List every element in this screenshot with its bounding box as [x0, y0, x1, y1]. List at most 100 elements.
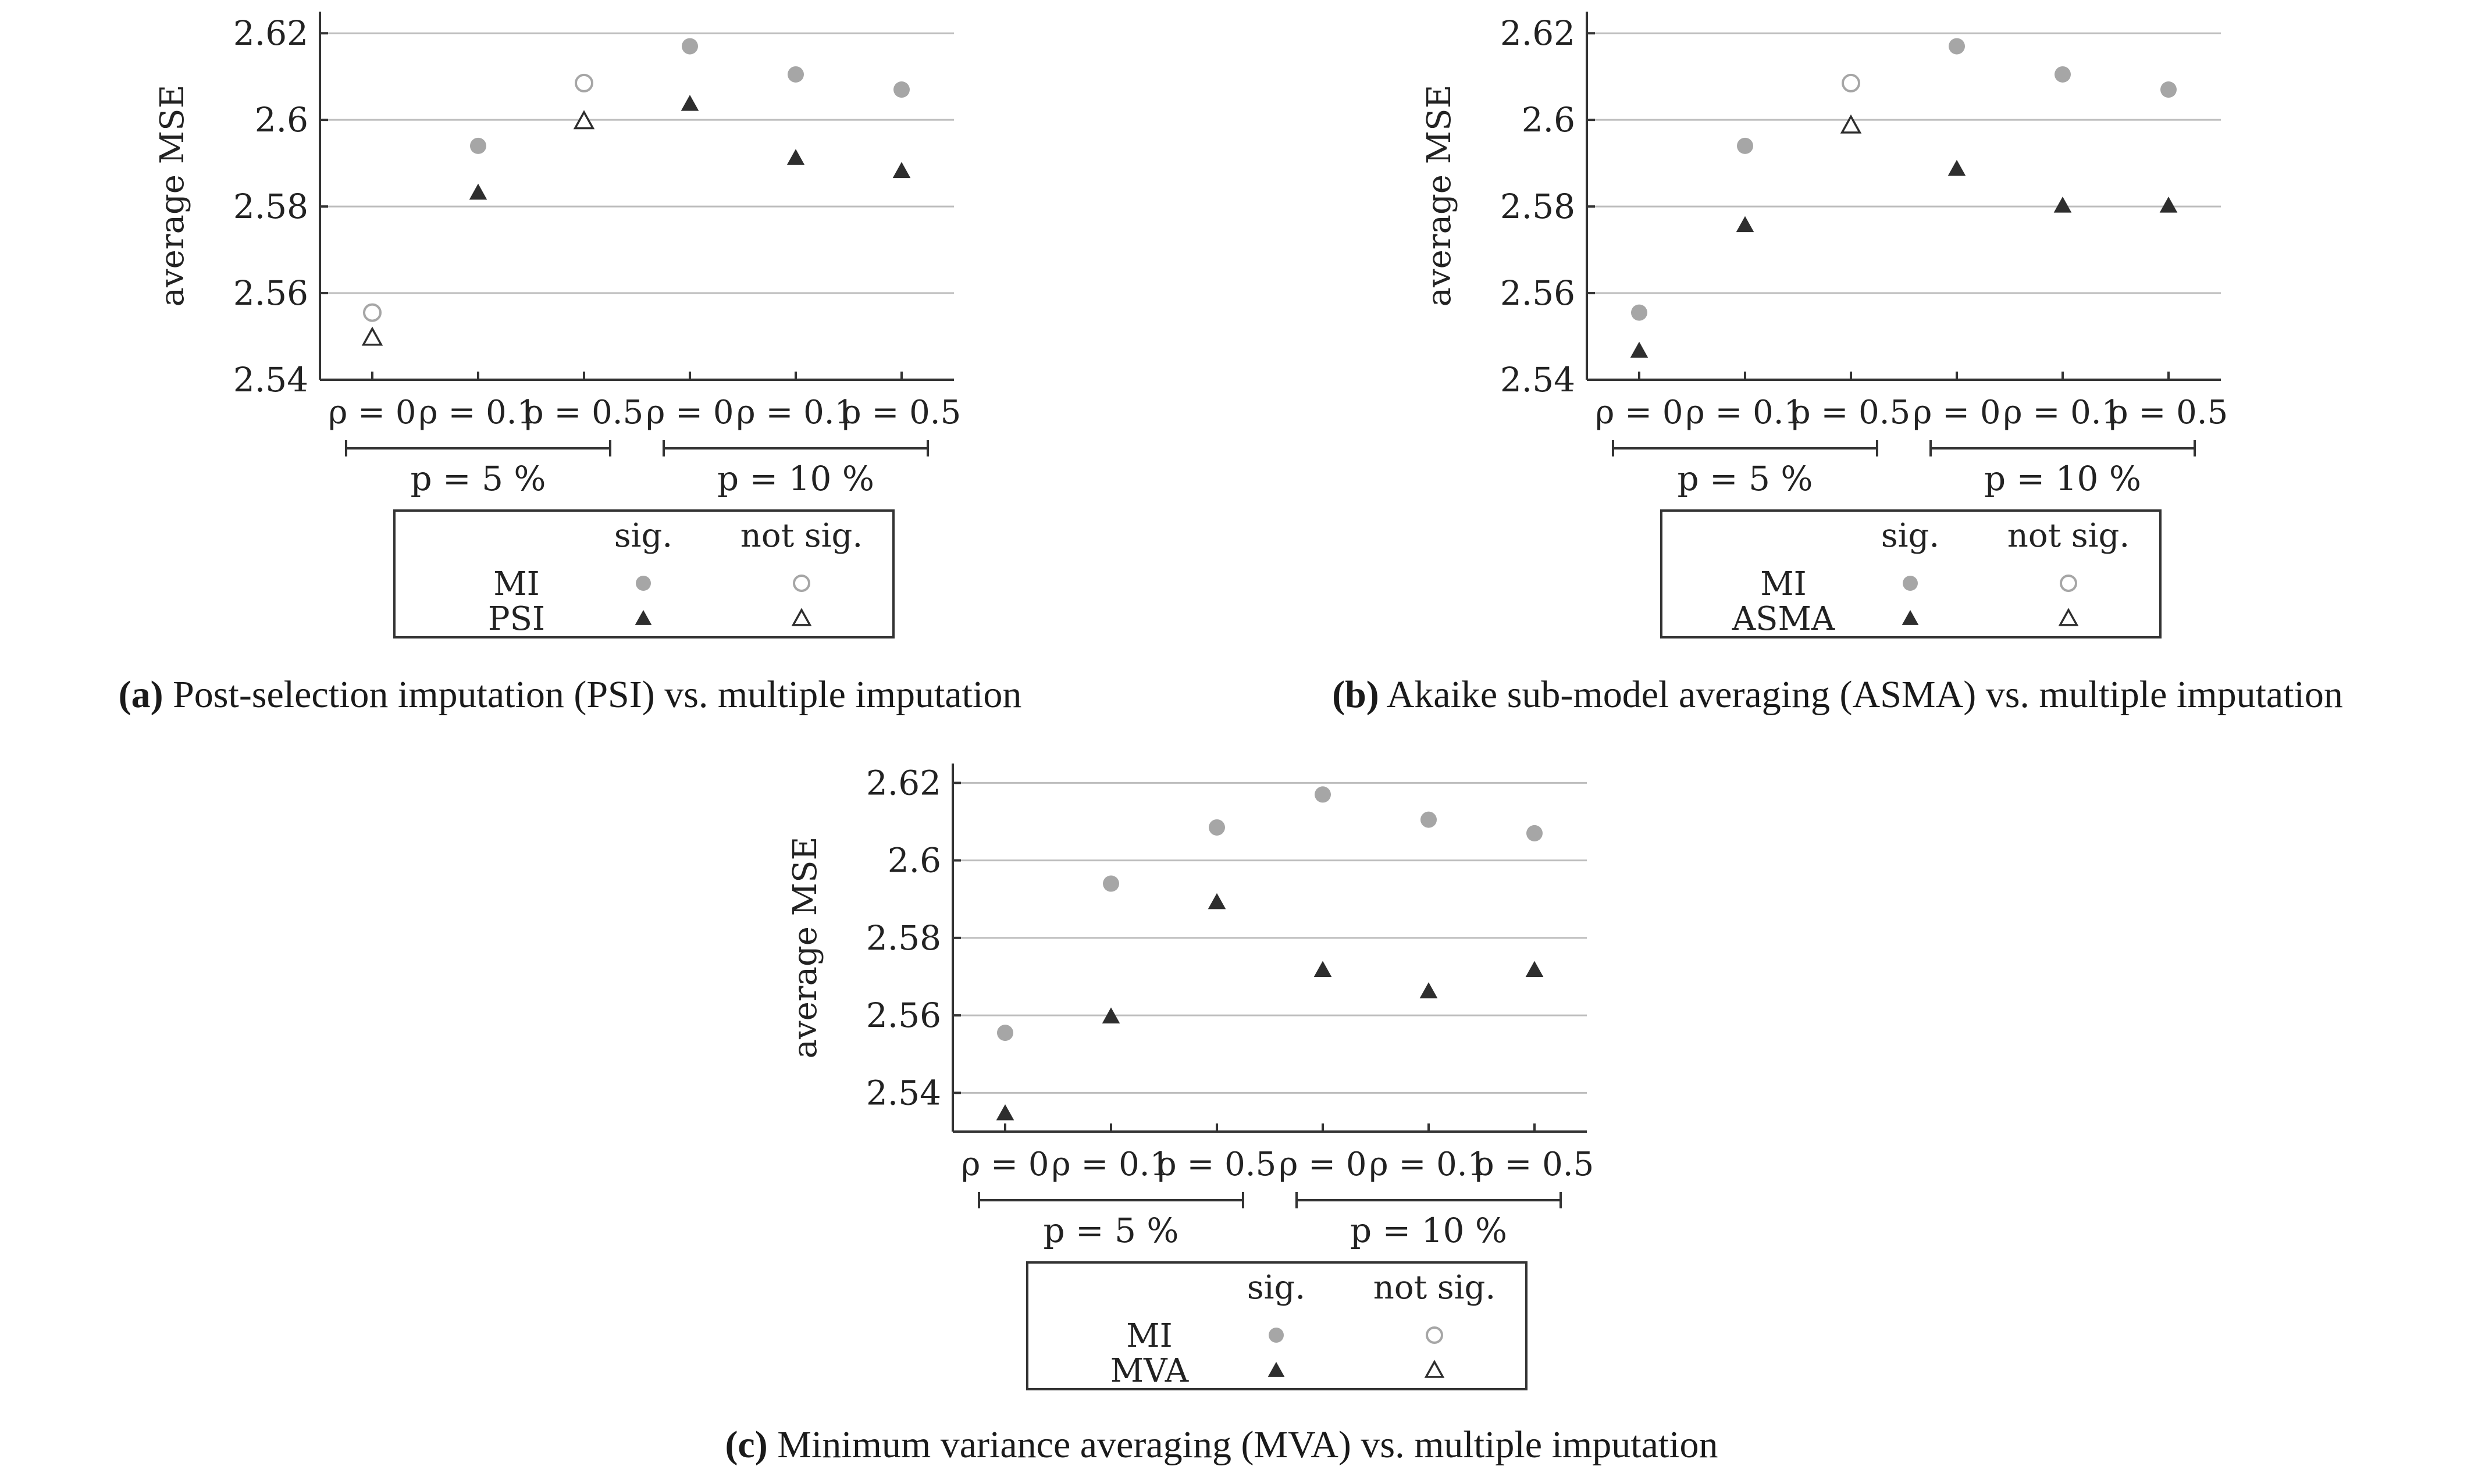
point-b-mi-2: [1842, 73, 1860, 92]
point-c-mva-3: [1313, 961, 1332, 978]
caption-c-letter: (c): [725, 1424, 768, 1466]
y-axis-title-a: average MSE: [154, 85, 191, 307]
legend-mi-not-sig-a: [793, 575, 810, 592]
legend-header-sig-c: sig.: [1247, 1269, 1305, 1307]
point-c-mva-4: [1419, 982, 1438, 998]
group-label-a-0: p = 5 %: [410, 459, 546, 498]
legend-row-label-c-0: MI: [1126, 1317, 1172, 1355]
y-tick-label-b-2: 2.58: [1500, 187, 1575, 226]
x-tick-label-c-0: ρ = 0: [961, 1146, 1049, 1183]
y-tick-label-a-1: 2.56: [233, 273, 308, 313]
x-tick-label-b-4: ρ = 0.1: [2003, 394, 2123, 431]
point-c-mi-5: [1526, 825, 1543, 841]
x-tick-label-b-5: ρ = 0.5: [2109, 394, 2228, 431]
x-tick-label-c-4: ρ = 0.1: [1369, 1146, 1489, 1183]
point-a-mi-1: [470, 137, 486, 154]
y-tick-label-a-3: 2.6: [255, 100, 308, 140]
point-a-mi-2: [575, 73, 593, 92]
legend-row-label-b-0: MI: [1760, 565, 1806, 603]
caption-b: (b) Akaike sub-model averaging (ASMA) vs…: [1204, 676, 2471, 714]
point-c-mi-4: [1420, 811, 1437, 828]
legend-header-sig-b: sig.: [1881, 517, 1939, 555]
point-a-psi-3: [681, 95, 699, 111]
point-c-mi-2: [1209, 819, 1225, 836]
point-b-asma-4: [2053, 197, 2072, 213]
legend-row-label-c-1: MVA: [1110, 1352, 1189, 1390]
y-tick-label-b-0: 2.54: [1500, 360, 1575, 399]
legend-mi-sig-a: [636, 576, 651, 591]
y-tick-label-c-1: 2.56: [866, 996, 941, 1035]
legend-method-not-sig-b: [2058, 608, 2079, 626]
x-tick-label-a-0: ρ = 0: [328, 394, 416, 431]
y-tick-label-b-3: 2.6: [1522, 100, 1575, 140]
caption-b-letter: (b): [1332, 673, 1379, 716]
x-tick-label-b-2: ρ = 0.5: [1792, 394, 1911, 431]
group-label-c-0: p = 5 %: [1043, 1211, 1178, 1250]
y-tick-label-a-2: 2.58: [233, 187, 308, 226]
legend-method-sig-a: [635, 610, 652, 625]
point-a-psi-2: [573, 110, 595, 130]
y-tick-label-c-4: 2.62: [866, 763, 941, 802]
point-b-mi-3: [1949, 38, 1965, 55]
legend-row-label-a-1: PSI: [488, 600, 545, 638]
point-a-psi-1: [469, 183, 487, 200]
legend-header-not-sig-c: not sig.: [1373, 1269, 1496, 1307]
legend-method-not-sig-c: [1424, 1360, 1445, 1378]
x-tick-label-b-0: ρ = 0: [1595, 394, 1683, 431]
legend-mi-sig-c: [1269, 1328, 1284, 1343]
point-a-mi-3: [682, 38, 698, 55]
y-axis-title-c: average MSE: [786, 837, 824, 1059]
group-label-a-1: p = 10 %: [717, 459, 874, 498]
legend-row-label-a-0: MI: [493, 565, 539, 603]
x-tick-label-a-5: ρ = 0.5: [842, 394, 962, 431]
x-tick-label-b-1: ρ = 0.1: [1686, 394, 1805, 431]
point-b-mi-4: [2055, 66, 2071, 83]
y-axis-title-b: average MSE: [1420, 85, 1458, 307]
group-label-c-1: p = 10 %: [1350, 1211, 1507, 1250]
caption-a-text: Post-selection imputation (PSI) vs. mult…: [173, 673, 1022, 716]
point-b-mi-1: [1737, 137, 1753, 154]
x-tick-label-a-2: ρ = 0.5: [525, 394, 644, 431]
legend-header-sig-a: sig.: [614, 517, 672, 555]
legend-mi-not-sig-b: [2060, 575, 2077, 592]
point-b-mi-5: [2160, 81, 2177, 98]
point-c-mi-3: [1315, 786, 1331, 803]
caption-a-letter: (a): [118, 673, 163, 716]
point-b-asma-1: [1736, 216, 1754, 233]
point-b-mi-0: [1631, 304, 1647, 321]
group-label-b-0: p = 5 %: [1677, 459, 1813, 498]
legend-header-not-sig-b: not sig.: [2007, 517, 2130, 555]
point-b-asma-2: [1840, 114, 1862, 134]
x-tick-label-c-5: ρ = 0.5: [1475, 1146, 1594, 1183]
x-tick-label-c-3: ρ = 0: [1279, 1146, 1366, 1183]
x-tick-label-b-3: ρ = 0: [1913, 394, 2000, 431]
y-tick-label-b-1: 2.56: [1500, 273, 1575, 313]
x-tick-label-c-1: ρ = 0.1: [1052, 1146, 1171, 1183]
y-tick-label-c-2: 2.58: [866, 918, 941, 958]
point-a-psi-4: [786, 149, 805, 165]
legend-header-not-sig-a: not sig.: [740, 517, 863, 555]
legend-mi-not-sig-c: [1426, 1326, 1443, 1344]
y-tick-label-b-4: 2.62: [1500, 13, 1575, 53]
y-tick-label-c-0: 2.54: [866, 1073, 941, 1112]
y-tick-label-c-3: 2.6: [888, 841, 941, 880]
point-a-psi-5: [892, 162, 911, 179]
x-tick-label-a-3: ρ = 0: [646, 394, 734, 431]
caption-b-text: Akaike sub-model averaging (ASMA) vs. mu…: [1386, 673, 2343, 716]
legend-method-not-sig-a: [791, 608, 812, 626]
x-tick-label-c-2: ρ = 0.5: [1158, 1146, 1277, 1183]
point-a-mi-5: [893, 81, 910, 98]
legend-method-sig-b: [1902, 610, 1919, 625]
point-c-mva-1: [1102, 1007, 1120, 1023]
point-c-mva-0: [996, 1104, 1014, 1121]
legend-method-sig-c: [1267, 1362, 1285, 1377]
point-a-mi-0: [363, 303, 382, 322]
point-c-mva-2: [1208, 893, 1226, 909]
